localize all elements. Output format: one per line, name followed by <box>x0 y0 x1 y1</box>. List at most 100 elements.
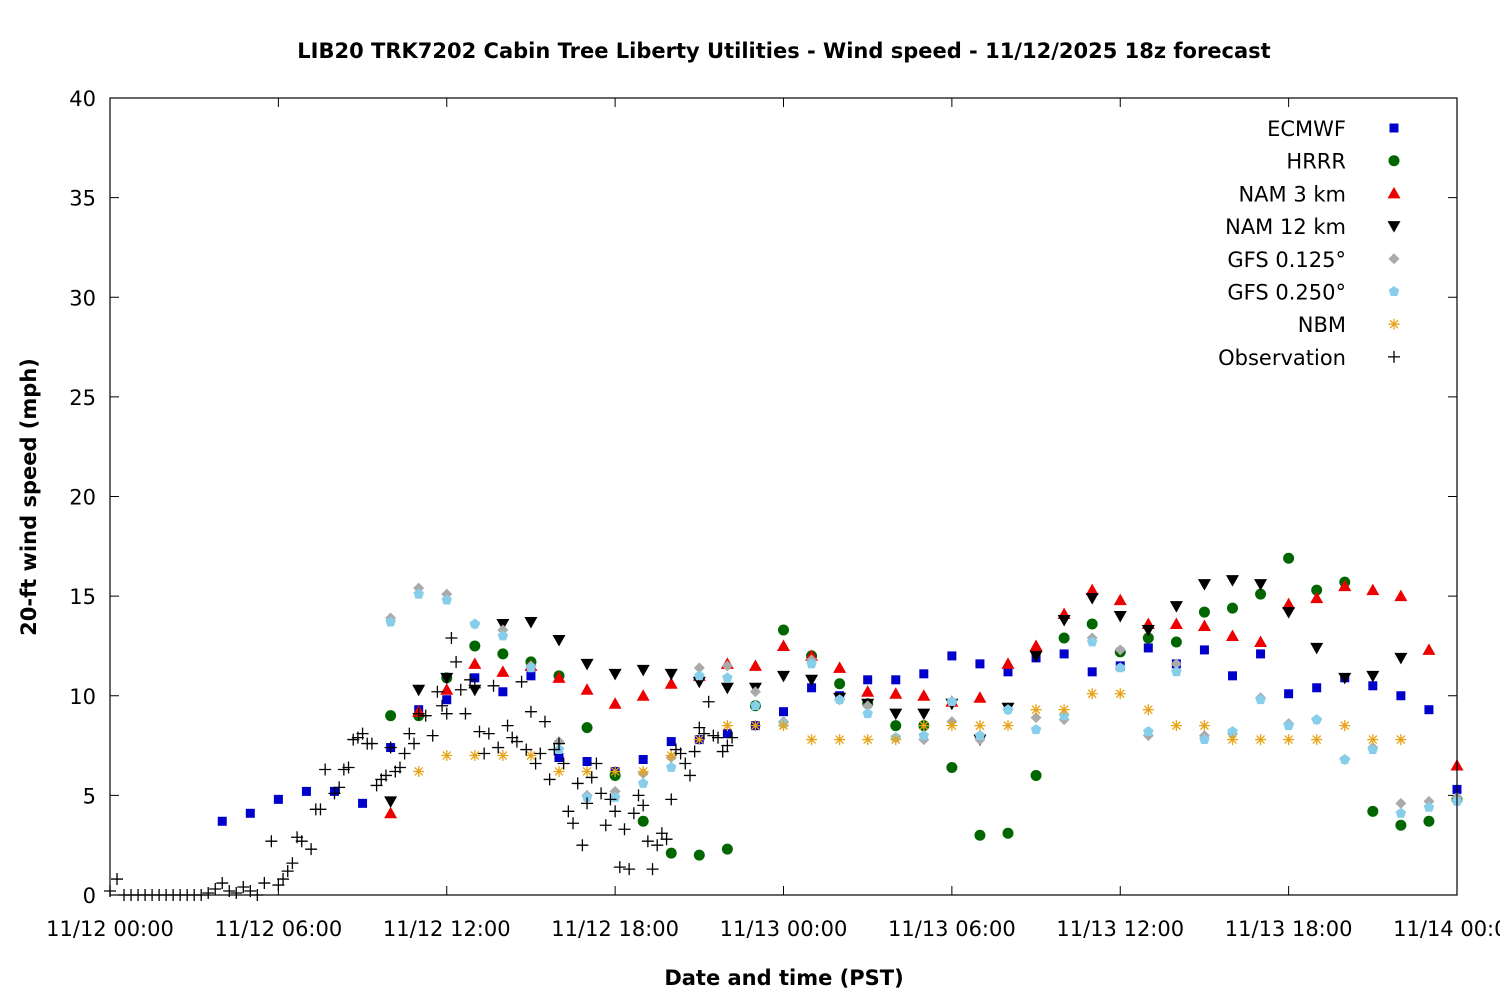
y-tick-label: 25 <box>69 386 96 410</box>
nam-12-km-point <box>1029 650 1043 663</box>
ecmwf-point <box>919 669 929 679</box>
observation-point <box>712 731 725 744</box>
nbm-point <box>553 765 565 777</box>
nam-3-km-point <box>1085 583 1099 596</box>
observation-point <box>487 679 500 692</box>
gfs-0-250-point <box>497 630 509 641</box>
nam-3-km-point <box>861 685 875 697</box>
gfs-0-250-point <box>1199 734 1210 745</box>
nam-12-km-point <box>805 674 819 687</box>
y-tick-label: 40 <box>69 87 96 111</box>
observation-point <box>436 699 449 712</box>
nam-3-km-point <box>833 661 847 673</box>
gfs-0-250-point <box>1143 726 1154 737</box>
observation-point <box>721 739 734 752</box>
nam-3-km-point <box>1169 617 1183 630</box>
observation-point <box>370 779 383 792</box>
ecmwf-point <box>217 816 227 826</box>
observation-point <box>393 761 406 774</box>
ecmwf-point <box>1396 691 1406 701</box>
hrrr-point <box>1395 819 1407 831</box>
gfs-0-250-point <box>609 791 621 802</box>
observation-point <box>655 827 668 840</box>
observation-point <box>216 877 229 890</box>
gfs-0-250-point <box>1311 714 1322 725</box>
observation-point <box>209 883 222 896</box>
hrrr-point <box>1311 584 1323 596</box>
observation-point <box>403 727 416 740</box>
nam-3-km-point <box>1282 597 1296 610</box>
nam-12-km-point <box>1394 652 1408 665</box>
legend-marker-observation <box>1388 350 1400 363</box>
hrrr-point <box>469 640 481 652</box>
gfs-0-125-point <box>862 700 874 712</box>
legend-marker-ecmwf <box>1389 123 1399 133</box>
observation-point <box>445 631 458 644</box>
y-tick-label: 10 <box>69 685 96 709</box>
observation-point <box>295 835 308 848</box>
ecmwf-point <box>807 683 817 693</box>
observation-point <box>726 731 739 744</box>
observation-point <box>585 771 598 784</box>
legend-marker-nam-3-km <box>1387 186 1401 199</box>
nbm-point <box>1086 688 1098 700</box>
legend-label-gfs-0-250: GFS 0.250° <box>1227 281 1346 305</box>
hrrr-point <box>385 710 397 722</box>
nam-12-km-point <box>580 658 594 671</box>
nam-3-km-point <box>384 806 398 819</box>
observation-point <box>431 685 444 698</box>
observation-point <box>557 757 570 770</box>
gfs-0-125-point <box>1395 797 1407 809</box>
gfs-0-125-point <box>721 660 733 672</box>
observation-point <box>314 803 327 816</box>
ecmwf-point <box>722 729 732 739</box>
observation-point <box>646 863 659 876</box>
observation-point <box>688 745 701 758</box>
observation-point <box>450 655 463 668</box>
hrrr-point <box>946 761 958 773</box>
ecmwf-point <box>1368 681 1378 691</box>
nbm-point <box>778 720 789 732</box>
nam-12-km-point <box>608 668 622 681</box>
ecmwf-point <box>273 794 283 804</box>
ecmwf-point <box>554 753 564 763</box>
gfs-0-250-point <box>1395 807 1407 818</box>
y-tick-label: 15 <box>69 585 96 609</box>
chart-title: LIB20 TRK7202 Cabin Tree Liberty Utiliti… <box>297 39 1270 63</box>
nbm-point <box>525 750 537 762</box>
ecmwf-point <box>498 687 508 697</box>
gfs-0-250-point <box>862 708 873 719</box>
gfs-0-250-point <box>806 658 817 669</box>
nam-3-km-point <box>664 677 678 689</box>
observation-point <box>534 747 547 760</box>
data-marks <box>104 552 1464 901</box>
observation-point <box>613 861 626 874</box>
observation-point <box>538 715 551 728</box>
ecmwf-point <box>1228 671 1237 681</box>
nbm-point <box>946 720 958 732</box>
ecmwf-point <box>582 757 592 767</box>
observation-point <box>419 709 432 722</box>
y-axis-label: 20-ft wind speed (mph) <box>17 358 41 636</box>
hrrr-point <box>778 624 789 636</box>
nam-12-km-point <box>1226 575 1239 587</box>
nam-3-km-point <box>1001 657 1015 669</box>
hrrr-point <box>665 847 677 859</box>
nam-12-km-point <box>1057 615 1071 627</box>
nam-12-km-point <box>777 670 790 683</box>
nam-12-km-point <box>412 684 426 697</box>
hrrr-point <box>1255 588 1267 600</box>
observation-point <box>510 735 523 748</box>
nbm-point <box>862 734 874 746</box>
observation-point <box>408 737 421 750</box>
x-axis-label: Date and time (PST) <box>664 966 903 990</box>
gfs-0-250-point <box>1227 726 1238 737</box>
observation-point <box>623 863 636 876</box>
ecmwf-point <box>1312 683 1322 693</box>
observation-point <box>524 705 537 718</box>
nbm-point <box>637 765 649 777</box>
x-tick-label: 11/13 06:00 <box>888 917 1016 941</box>
nbm-point <box>1311 734 1323 746</box>
nbm-point <box>749 720 761 732</box>
nbm-point <box>469 750 481 762</box>
